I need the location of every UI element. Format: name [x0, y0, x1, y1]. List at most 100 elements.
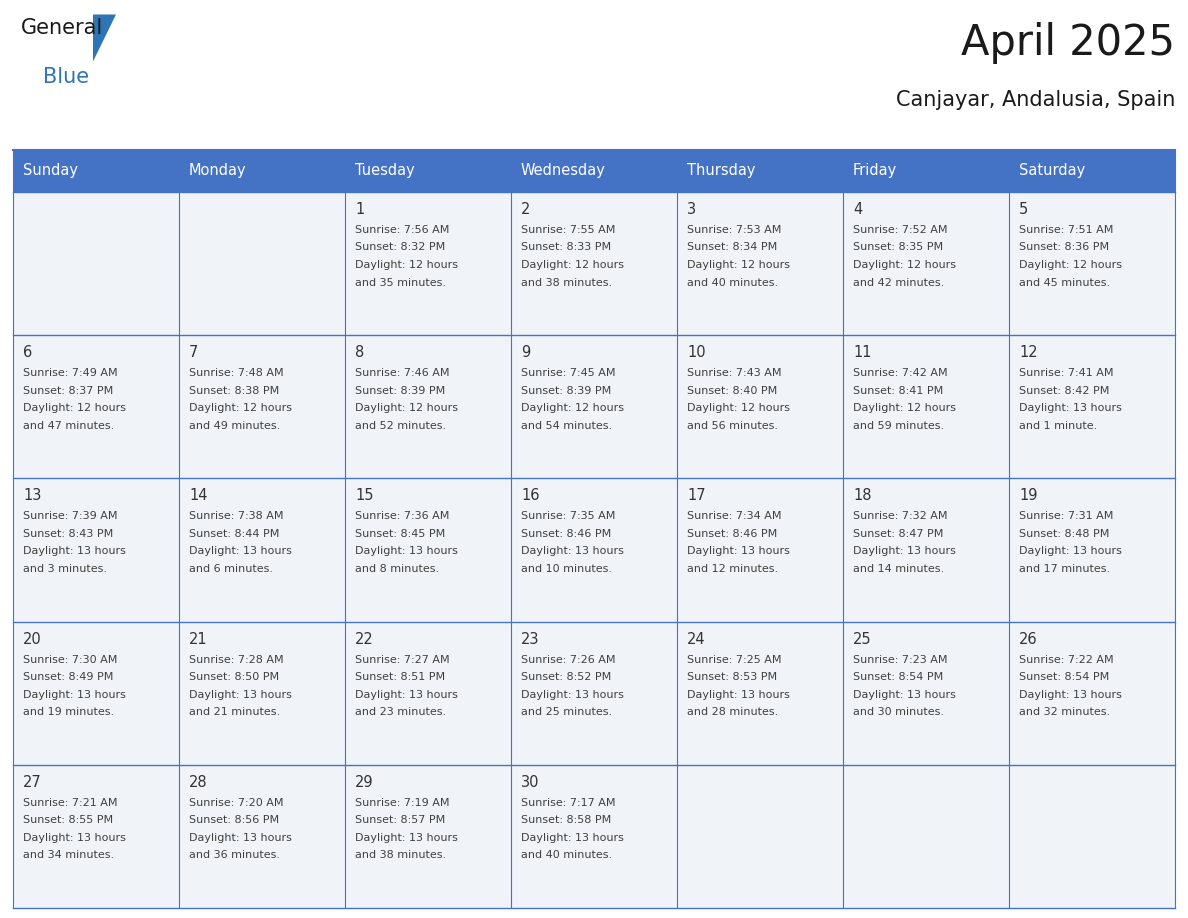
Text: Sunset: 8:43 PM: Sunset: 8:43 PM	[23, 529, 113, 539]
Text: Daylight: 12 hours: Daylight: 12 hours	[853, 403, 956, 413]
Bar	[511, 192, 677, 335]
Bar	[677, 150, 843, 192]
Text: and 38 minutes.: and 38 minutes.	[355, 850, 447, 860]
Text: Blue: Blue	[43, 67, 89, 87]
Text: 16: 16	[522, 488, 539, 503]
Bar	[843, 150, 1009, 192]
Text: Sunset: 8:48 PM: Sunset: 8:48 PM	[1019, 529, 1110, 539]
Text: Sunset: 8:44 PM: Sunset: 8:44 PM	[189, 529, 279, 539]
Bar	[843, 621, 1009, 765]
Text: and 40 minutes.: and 40 minutes.	[522, 850, 612, 860]
Bar	[843, 765, 1009, 908]
Text: Friday: Friday	[853, 163, 897, 178]
Text: and 25 minutes.: and 25 minutes.	[522, 707, 612, 717]
Text: 24: 24	[687, 632, 706, 646]
Text: and 10 minutes.: and 10 minutes.	[522, 564, 612, 574]
Text: and 12 minutes.: and 12 minutes.	[687, 564, 778, 574]
Text: Sunset: 8:50 PM: Sunset: 8:50 PM	[189, 672, 279, 682]
Text: 15: 15	[355, 488, 373, 503]
Text: Sunset: 8:54 PM: Sunset: 8:54 PM	[1019, 672, 1110, 682]
Text: Daylight: 13 hours: Daylight: 13 hours	[1019, 689, 1121, 700]
Text: 17: 17	[687, 488, 706, 503]
Bar	[511, 335, 677, 478]
Text: 29: 29	[355, 775, 373, 789]
Bar	[13, 478, 179, 621]
Text: Daylight: 13 hours: Daylight: 13 hours	[522, 833, 624, 843]
Text: and 17 minutes.: and 17 minutes.	[1019, 564, 1110, 574]
Bar	[345, 335, 511, 478]
Text: and 40 minutes.: and 40 minutes.	[687, 277, 778, 287]
Text: Sunset: 8:32 PM: Sunset: 8:32 PM	[355, 242, 446, 252]
Text: 7: 7	[189, 345, 198, 360]
Text: Sunrise: 7:21 AM: Sunrise: 7:21 AM	[23, 798, 118, 808]
Text: Sunset: 8:57 PM: Sunset: 8:57 PM	[355, 815, 446, 825]
Text: and 56 minutes.: and 56 minutes.	[687, 420, 778, 431]
Text: Sunrise: 7:43 AM: Sunrise: 7:43 AM	[687, 368, 782, 378]
Text: Sunrise: 7:39 AM: Sunrise: 7:39 AM	[23, 511, 118, 521]
Text: Daylight: 13 hours: Daylight: 13 hours	[23, 546, 126, 556]
Text: 28: 28	[189, 775, 208, 789]
Bar	[179, 150, 345, 192]
Bar	[677, 335, 843, 478]
Bar	[13, 335, 179, 478]
Text: Daylight: 12 hours: Daylight: 12 hours	[687, 403, 790, 413]
Text: and 28 minutes.: and 28 minutes.	[687, 707, 778, 717]
Text: 23: 23	[522, 632, 539, 646]
Text: Daylight: 13 hours: Daylight: 13 hours	[853, 689, 956, 700]
Text: Monday: Monday	[189, 163, 247, 178]
Text: Sunset: 8:42 PM: Sunset: 8:42 PM	[1019, 386, 1110, 396]
Text: Sunset: 8:40 PM: Sunset: 8:40 PM	[687, 386, 777, 396]
Bar	[511, 150, 677, 192]
Text: Sunset: 8:54 PM: Sunset: 8:54 PM	[853, 672, 943, 682]
Text: 25: 25	[853, 632, 872, 646]
Bar	[345, 478, 511, 621]
Text: Sunrise: 7:51 AM: Sunrise: 7:51 AM	[1019, 225, 1113, 235]
Text: and 34 minutes.: and 34 minutes.	[23, 850, 114, 860]
Text: Daylight: 13 hours: Daylight: 13 hours	[355, 689, 457, 700]
Bar	[677, 192, 843, 335]
Text: 9: 9	[522, 345, 530, 360]
Text: Daylight: 13 hours: Daylight: 13 hours	[23, 833, 126, 843]
Bar	[511, 621, 677, 765]
Text: Sunrise: 7:55 AM: Sunrise: 7:55 AM	[522, 225, 615, 235]
Text: Daylight: 13 hours: Daylight: 13 hours	[522, 689, 624, 700]
Bar	[13, 621, 179, 765]
Text: Daylight: 13 hours: Daylight: 13 hours	[189, 546, 292, 556]
Bar	[179, 192, 345, 335]
Bar	[843, 335, 1009, 478]
Text: and 59 minutes.: and 59 minutes.	[853, 420, 944, 431]
Bar	[1009, 765, 1175, 908]
Text: Daylight: 13 hours: Daylight: 13 hours	[355, 546, 457, 556]
Text: Sunset: 8:52 PM: Sunset: 8:52 PM	[522, 672, 612, 682]
Bar	[511, 478, 677, 621]
Text: Sunrise: 7:36 AM: Sunrise: 7:36 AM	[355, 511, 449, 521]
Text: Sunrise: 7:48 AM: Sunrise: 7:48 AM	[189, 368, 284, 378]
Text: Sunset: 8:46 PM: Sunset: 8:46 PM	[687, 529, 777, 539]
Text: 14: 14	[189, 488, 208, 503]
Text: Sunrise: 7:45 AM: Sunrise: 7:45 AM	[522, 368, 615, 378]
Text: Daylight: 13 hours: Daylight: 13 hours	[687, 689, 790, 700]
Text: Sunset: 8:56 PM: Sunset: 8:56 PM	[189, 815, 279, 825]
Bar	[677, 478, 843, 621]
Bar	[843, 478, 1009, 621]
Bar	[179, 335, 345, 478]
Text: Sunrise: 7:27 AM: Sunrise: 7:27 AM	[355, 655, 449, 665]
Text: Daylight: 12 hours: Daylight: 12 hours	[355, 260, 459, 270]
Text: Sunrise: 7:38 AM: Sunrise: 7:38 AM	[189, 511, 284, 521]
Text: Sunset: 8:53 PM: Sunset: 8:53 PM	[687, 672, 777, 682]
Text: 1: 1	[355, 202, 365, 217]
Bar	[345, 192, 511, 335]
Text: Daylight: 13 hours: Daylight: 13 hours	[189, 689, 292, 700]
Bar	[13, 192, 179, 335]
Bar	[179, 765, 345, 908]
Text: 21: 21	[189, 632, 208, 646]
Text: and 36 minutes.: and 36 minutes.	[189, 850, 280, 860]
Bar	[677, 621, 843, 765]
Text: Sunset: 8:47 PM: Sunset: 8:47 PM	[853, 529, 943, 539]
Text: and 30 minutes.: and 30 minutes.	[853, 707, 944, 717]
Text: Sunset: 8:55 PM: Sunset: 8:55 PM	[23, 815, 113, 825]
Text: Sunset: 8:39 PM: Sunset: 8:39 PM	[355, 386, 446, 396]
Text: 30: 30	[522, 775, 539, 789]
Text: Tuesday: Tuesday	[355, 163, 415, 178]
Text: 2: 2	[522, 202, 530, 217]
